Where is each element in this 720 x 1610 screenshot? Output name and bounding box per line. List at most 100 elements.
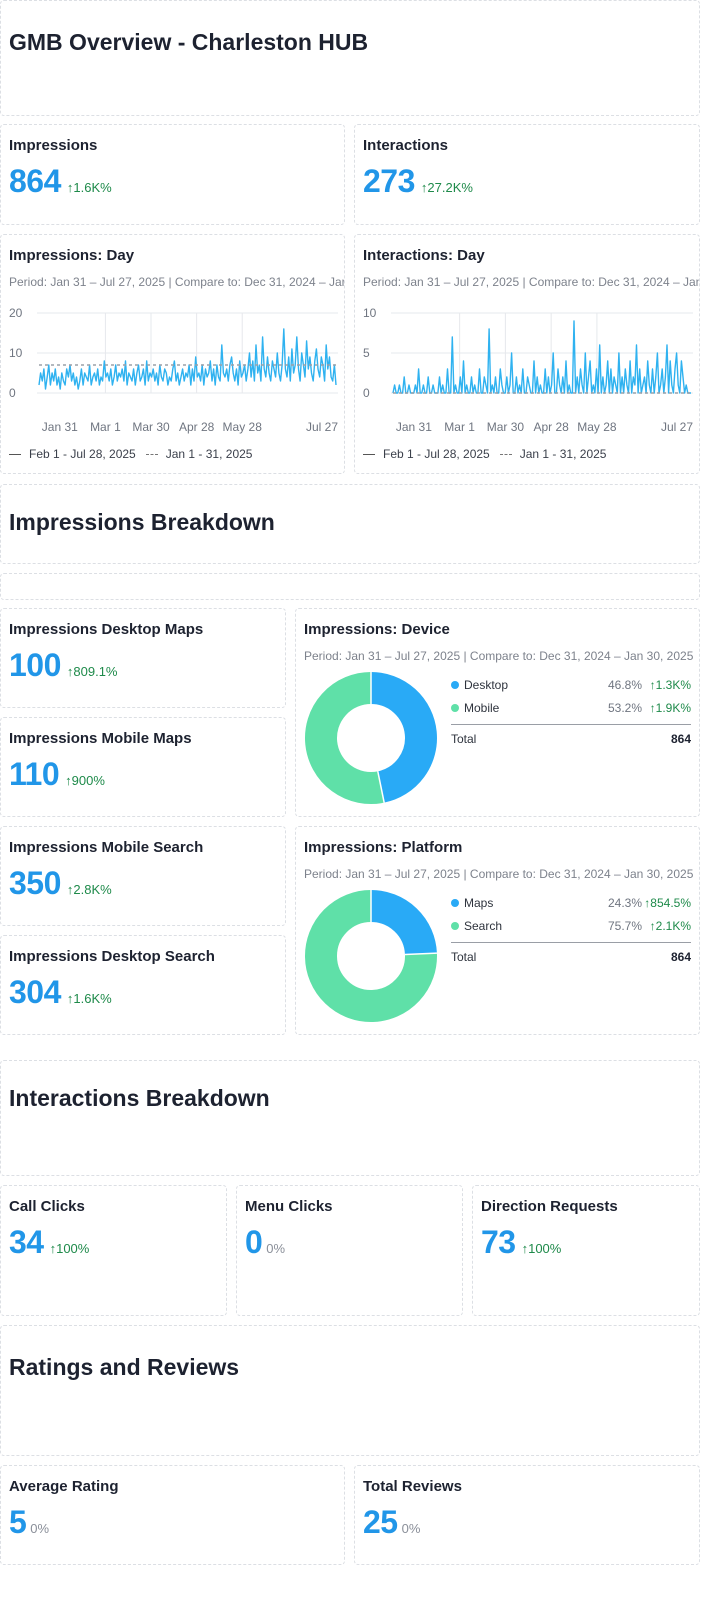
x-tick-label: Apr 28 (533, 420, 569, 434)
y-tick-label: 20 (9, 306, 23, 320)
platform-delta: ↑2.1K% (649, 918, 691, 933)
page-title: GMB Overview - Charleston HUB (9, 29, 369, 55)
impressions-day-chart: 0 10 20 Jan 31 Mar 1 Mar 30 Apr 28 May 28 Jul 27 (9, 306, 338, 434)
device-pct: 53.2% (607, 700, 642, 715)
y-tick-label: 0 (363, 386, 370, 400)
x-tick-label: May 28 (577, 420, 617, 434)
platform-row-search[interactable]: Search 75.7% ↑2.1K% (451, 914, 691, 937)
device-delta: ↑1.3K% (649, 677, 691, 692)
desktop-dot-icon (451, 680, 459, 689)
platform-total-row: Total 864 (451, 942, 691, 971)
device-donut-chart (305, 672, 437, 804)
device-row-mobile[interactable]: Mobile 53.2% ↑1.9K% (451, 696, 691, 719)
device-table: Desktop 46.8% ↑1.3K% Mobile 53.2% ↑1.9K%… (451, 673, 691, 753)
impressions-delta: ↑1.6K% (66, 180, 112, 195)
maps-dot-icon (451, 898, 459, 907)
desktop-search-card: Impressions Desktop Search 304 ↑1.6K% (0, 935, 286, 1035)
mobile-maps-card: Impressions Mobile Maps 110 ↑900% (0, 717, 286, 817)
impressions-breakdown-title: Impressions Breakdown (9, 509, 275, 535)
platform-row-maps[interactable]: Maps 24.3% ↑854.5% (451, 891, 691, 914)
platform-card: Impressions: Platform Period: Jan 31 – J… (295, 826, 700, 1035)
interactions-card: Interactions 273 ↑27.2K% (354, 124, 700, 225)
impressions-day-card: Impressions: Day Period: Jan 31 – Jul 27… (0, 234, 345, 474)
total-reviews-value: 25 (363, 1504, 398, 1540)
legend-solid-line-icon (9, 453, 21, 455)
average-rating-card: Average Rating 5 0% (0, 1465, 345, 1565)
x-tick-label: Mar 1 (444, 420, 475, 434)
impressions-kpi: 864 ↑1.6K% (9, 163, 112, 200)
device-title: Impressions: Device (304, 621, 450, 638)
mobile-search-delta: ↑2.8K% (66, 882, 112, 897)
x-tick-label: Mar 1 (90, 420, 121, 434)
total-reviews-delta: 0% (401, 1521, 421, 1536)
platform-title: Impressions: Platform (304, 839, 463, 856)
donut-separator (404, 952, 437, 956)
direction-requests-label: Direction Requests (481, 1198, 618, 1215)
donut-slice-desktop (370, 672, 437, 803)
call-clicks-card: Call Clicks 34 ↑100% (0, 1185, 227, 1316)
device-total-value: 864 (670, 732, 691, 746)
spacer-card (0, 573, 700, 600)
platform-table: Maps 24.3% ↑854.5% Search 75.7% ↑2.1K% T… (451, 891, 691, 971)
x-tick-label: Jan 31 (396, 420, 432, 434)
legend-compare-label[interactable]: Jan 1 - 31, 2025 (165, 447, 253, 461)
desktop-search-kpi: 304 ↑1.6K% (9, 974, 112, 1011)
device-delta: ↑1.9K% (649, 700, 691, 715)
device-total-label: Total (451, 732, 477, 746)
platform-pct: 24.3% (607, 895, 642, 910)
device-row-desktop[interactable]: Desktop 46.8% ↑1.3K% (451, 673, 691, 696)
x-tick-label: Jul 27 (306, 420, 338, 434)
mobile-maps-label: Impressions Mobile Maps (9, 730, 192, 747)
call-clicks-delta: ↑100% (49, 1241, 90, 1256)
device-name: Desktop (464, 677, 509, 692)
average-rating-delta: 0% (30, 1521, 50, 1536)
device-name: Mobile (464, 700, 500, 715)
donut-slice-mobile (305, 672, 385, 804)
mobile-dot-icon (451, 703, 459, 712)
average-rating-label: Average Rating (9, 1478, 119, 1495)
platform-total-value: 864 (670, 950, 691, 964)
legend-compare-label[interactable]: Jan 1 - 31, 2025 (519, 447, 607, 461)
platform-name: Maps (464, 895, 494, 910)
y-tick-label: 5 (363, 346, 370, 360)
impressions-day-period: Period: Jan 31 – Jul 27, 2025 | Compare … (9, 275, 344, 289)
x-tick-label: May 28 (223, 420, 263, 434)
donut-slice-search (305, 890, 437, 1022)
donut-slice-maps (370, 890, 437, 956)
interactions-day-period: Period: Jan 31 – Jul 27, 2025 | Compare … (363, 275, 699, 289)
device-pct: 46.8% (607, 677, 642, 692)
legend-current-label[interactable]: Feb 1 - Jul 28, 2025 (383, 447, 490, 461)
interactions-day-title: Interactions: Day (363, 247, 485, 264)
device-period: Period: Jan 31 – Jul 27, 2025 | Compare … (304, 649, 694, 663)
direction-requests-card: Direction Requests 73 ↑100% (472, 1185, 700, 1316)
mobile-maps-kpi: 110 ↑900% (9, 756, 105, 793)
donut-separator (377, 771, 385, 803)
average-rating-kpi: 5 0% (9, 1504, 49, 1541)
desktop-maps-kpi: 100 ↑809.1% (9, 647, 117, 684)
direction-requests-delta: ↑100% (521, 1241, 562, 1256)
platform-delta: ↑854.5% (644, 895, 691, 910)
y-tick-label: 0 (9, 386, 16, 400)
legend-current-label[interactable]: Feb 1 - Jul 28, 2025 (29, 447, 136, 461)
total-reviews-label: Total Reviews (363, 1478, 462, 1495)
impressions-day-title: Impressions: Day (9, 247, 135, 264)
x-tick-label: Mar 30 (132, 420, 170, 434)
impressions-value: 864 (9, 163, 61, 199)
platform-total-label: Total (451, 950, 477, 964)
search-dot-icon (451, 921, 459, 930)
desktop-maps-delta: ↑809.1% (66, 664, 118, 679)
total-reviews-card: Total Reviews 25 0% (354, 1465, 700, 1565)
call-clicks-label: Call Clicks (9, 1198, 85, 1215)
impressions-day-legend: Feb 1 - Jul 28, 2025 Jan 1 - 31, 2025 (9, 447, 252, 461)
interactions-breakdown-header: Interactions Breakdown (0, 1060, 700, 1176)
direction-requests-kpi: 73 ↑100% (481, 1224, 561, 1261)
desktop-maps-value: 100 (9, 647, 61, 683)
desktop-search-value: 304 (9, 974, 61, 1010)
impressions-card: Impressions 864 ↑1.6K% (0, 124, 345, 225)
series-current-line (38, 328, 337, 390)
interactions-label: Interactions (363, 137, 449, 154)
x-tick-label: Apr 28 (179, 420, 215, 434)
mobile-search-card: Impressions Mobile Search 350 ↑2.8K% (0, 826, 286, 926)
legend-dashed-line-icon (145, 453, 158, 455)
impressions-label: Impressions (9, 137, 98, 154)
